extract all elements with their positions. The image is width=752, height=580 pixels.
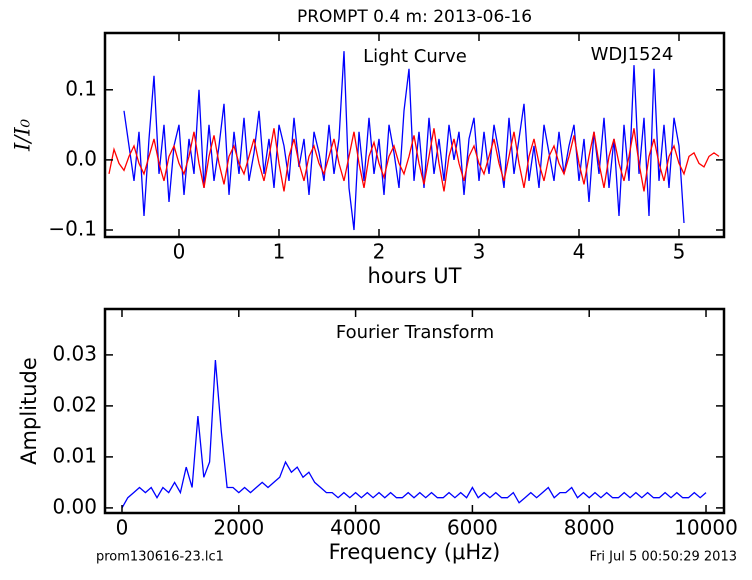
- footer-right: Fri Jul 5 00:50:29 2013: [590, 550, 737, 565]
- annotation: Fourier Transform: [336, 322, 494, 343]
- x-tick-label: 2000: [213, 516, 264, 540]
- x-tick-label: 6000: [447, 516, 498, 540]
- x-tick-label: 4000: [330, 516, 381, 540]
- x-tick-label: 0: [173, 240, 186, 264]
- y-tick-label: 0.00: [52, 494, 97, 518]
- chart-title: PROMPT 0.4 m: 2013-06-16: [297, 7, 532, 27]
- footer-left: prom130616-23.lc1: [96, 550, 224, 565]
- series-line: [108, 128, 720, 192]
- annotation: WDJ1524: [591, 44, 674, 65]
- y-axis-label: I/I₀: [11, 118, 35, 152]
- y-axis-label: Amplitude: [17, 357, 41, 465]
- y-tick-label: −0.1: [48, 216, 97, 240]
- x-tick-label: 8000: [564, 516, 615, 540]
- x-tick-label: 0: [116, 516, 129, 540]
- y-tick-label: 0.02: [52, 392, 97, 416]
- y-tick-label: 0.01: [52, 443, 97, 467]
- axes-frame: [103, 307, 726, 515]
- x-tick-label: 5: [673, 240, 686, 264]
- x-tick-label: 10000: [674, 516, 738, 540]
- x-tick-label: 3: [473, 240, 486, 264]
- x-tick-label: 4: [573, 240, 586, 264]
- series-line: [121, 359, 707, 509]
- series-line: [123, 51, 685, 231]
- x-axis-label: Frequency (μHz): [329, 540, 501, 564]
- y-tick-label: 0.03: [52, 341, 97, 365]
- y-tick-label: 0.0: [65, 146, 97, 170]
- y-tick-label: 0.1: [65, 76, 97, 100]
- x-axis-label: hours UT: [368, 264, 462, 288]
- x-tick-label: 1: [273, 240, 286, 264]
- annotation: Light Curve: [363, 46, 467, 67]
- axes-frame: [103, 31, 726, 239]
- x-tick-label: 2: [373, 240, 386, 264]
